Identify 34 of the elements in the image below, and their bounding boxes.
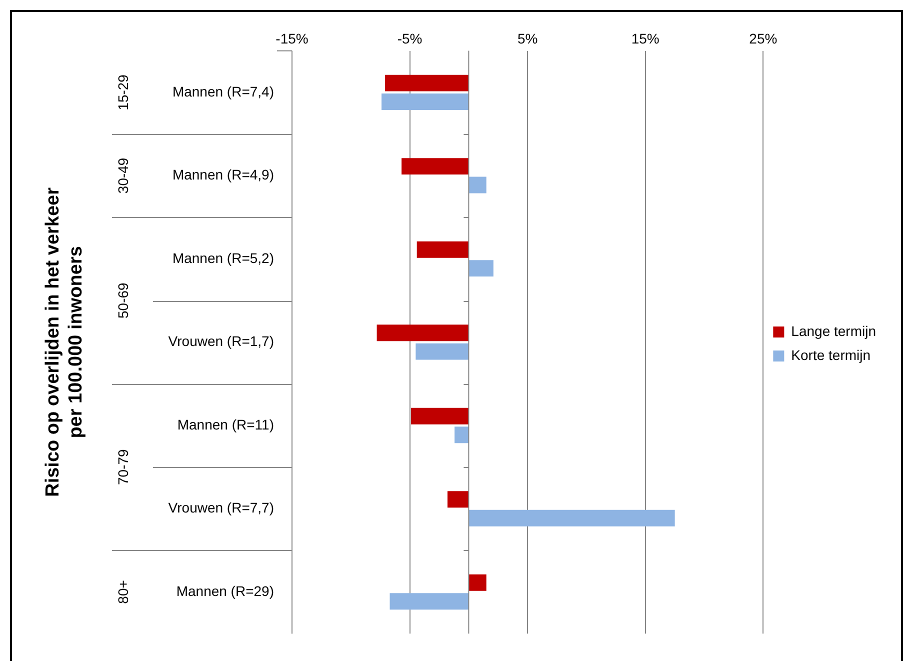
text: 30-49: [114, 158, 131, 194]
bar: [382, 94, 469, 110]
legend-label: Lange termijn: [791, 322, 876, 339]
bar: [416, 343, 469, 360]
bar: [447, 491, 469, 508]
y-tick-label: Mannen (R=5,2): [172, 250, 274, 266]
y-tick-label: Mannen (R=4,9): [172, 166, 274, 183]
bar: [468, 260, 494, 277]
text: 50-69: [114, 282, 131, 318]
bar: [454, 426, 469, 444]
text: 70-79: [114, 448, 131, 485]
bar: [390, 593, 469, 610]
x-tick-label: 5%: [517, 30, 538, 46]
bar: [376, 324, 469, 342]
bar: [468, 510, 675, 526]
bar: [385, 74, 469, 92]
text: 15-29: [114, 74, 131, 110]
bar: [410, 408, 469, 424]
x-tick-label: 15%: [631, 30, 660, 46]
bar: [468, 176, 486, 194]
y-tick-label: Mannen (R=29): [176, 582, 274, 599]
x-tick-label: -15%: [276, 30, 308, 46]
bar: [416, 241, 469, 258]
y-tick-label: Mannen (R=11): [177, 416, 274, 432]
y-tick-label: Vrouwen (R=1,7): [168, 333, 274, 350]
y-tick-label: Vrouwen (R=7,7): [168, 500, 274, 516]
y-tick-label: Mannen (R=7,4): [172, 83, 274, 100]
legend-label: Korte termijn: [791, 346, 871, 363]
text: 80+: [114, 580, 131, 604]
x-tick-label: -5%: [397, 30, 422, 46]
bar: [402, 158, 469, 175]
y-axis-title: Risico op overlijden in het verkeer per 100.000 inwoners: [42, 186, 86, 497]
bar: [468, 574, 486, 591]
x-tick-label: 25%: [749, 30, 778, 46]
